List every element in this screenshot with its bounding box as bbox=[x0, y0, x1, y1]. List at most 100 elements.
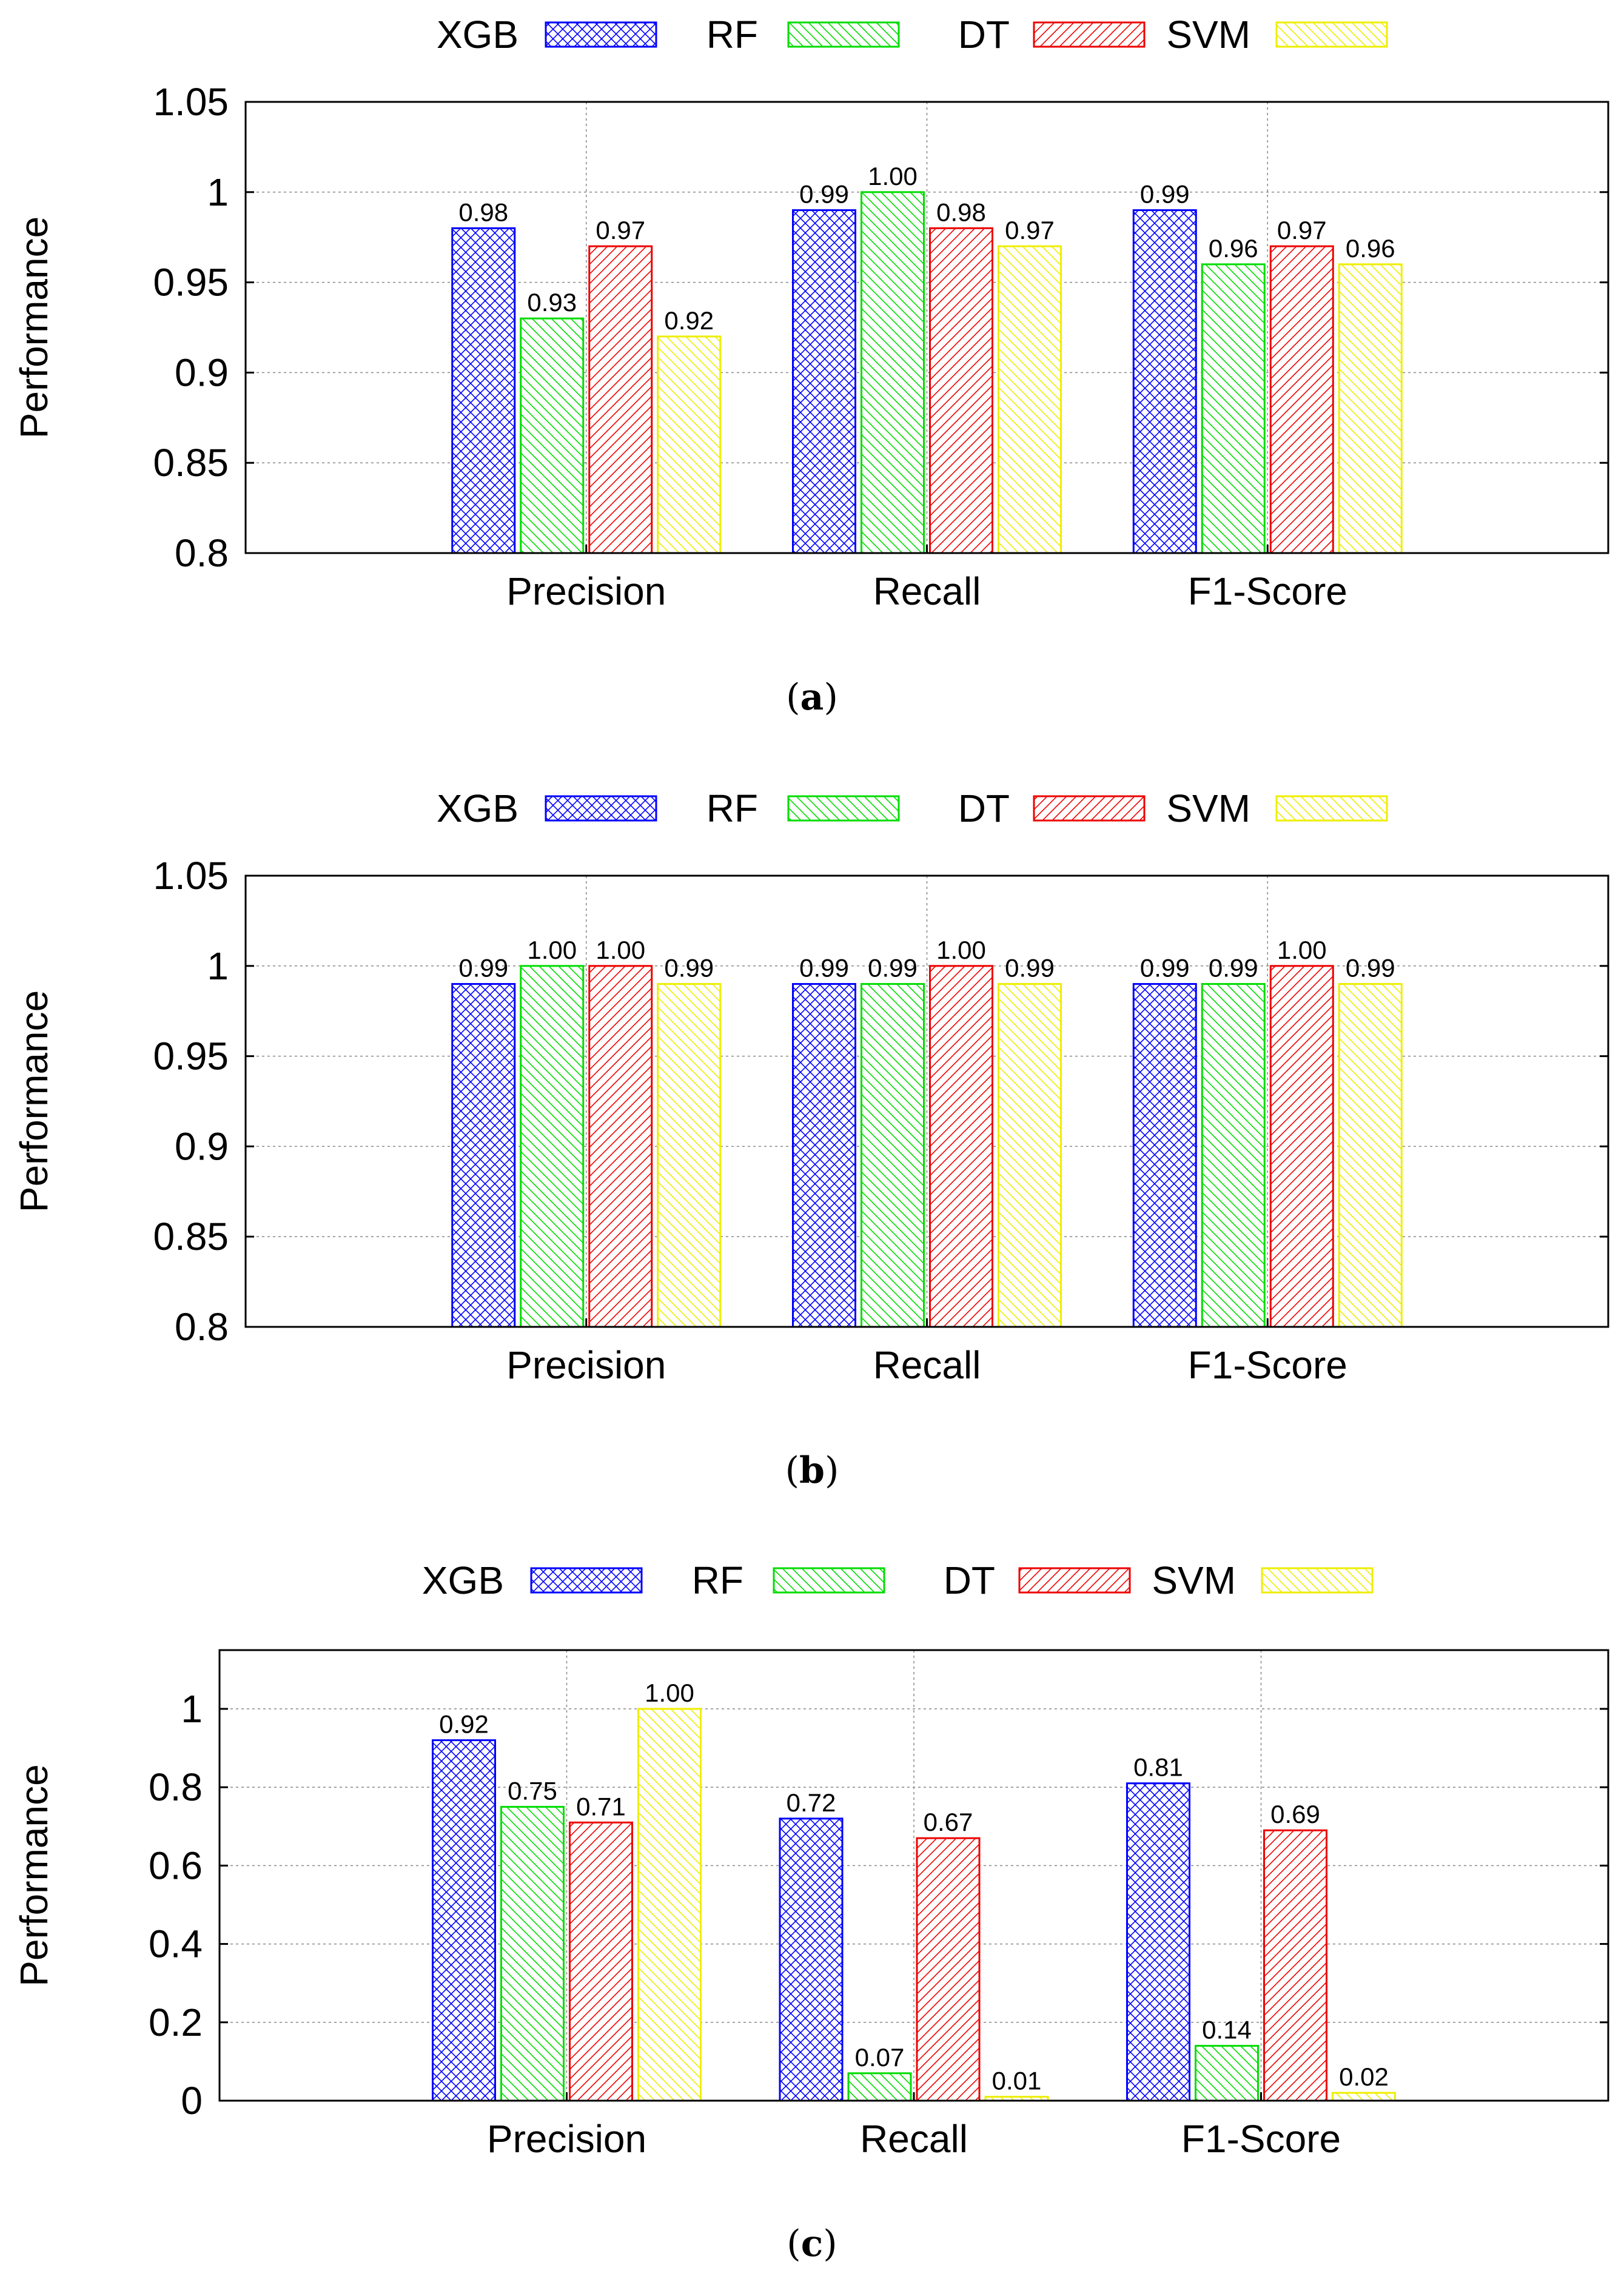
chart-panel-a: 0.98 0.99 0.99 0.93 1.00 0.96 0.97 0.98 0.97 0.92… bbox=[12, 13, 1609, 719]
bar-xgb-f1-score bbox=[1126, 1782, 1190, 2102]
y-tick-label: 0.85 bbox=[153, 441, 229, 485]
bar-xgb-f1-score bbox=[1132, 983, 1197, 1328]
panel-caption: (b) bbox=[785, 1449, 839, 1492]
data-label-dt: 0.97 bbox=[596, 216, 645, 244]
bar-svm-precision bbox=[657, 983, 722, 1328]
data-label-svm: 0.92 bbox=[664, 306, 714, 335]
bar-xgb-precision bbox=[451, 227, 516, 554]
legend-label-dt: DT bbox=[958, 787, 1010, 830]
caption-paren-close: ) bbox=[825, 1449, 839, 1492]
legend-label-rf: RF bbox=[706, 787, 758, 830]
bar-dt-f1-score bbox=[1269, 965, 1334, 1328]
chart-panel-b: 0.99 0.99 0.99 1.00 0.99 0.99 1.00 1.00 1.00 0.99… bbox=[12, 787, 1609, 1492]
legend-swatch-xgb bbox=[545, 795, 657, 822]
data-label-rf: 0.93 bbox=[527, 288, 577, 317]
caption-letter: b bbox=[799, 1449, 825, 1492]
data-label-xgb: 0.98 bbox=[458, 198, 508, 226]
y-tick-label: 0.85 bbox=[153, 1215, 229, 1258]
bar-xgb-precision bbox=[432, 1739, 496, 2102]
panel-caption: (c) bbox=[787, 2223, 837, 2265]
legend-label-dt: DT bbox=[958, 13, 1010, 56]
legend-label-xgb: XGB bbox=[422, 1559, 504, 1602]
bar-dt-recall bbox=[916, 1837, 981, 2102]
data-label-svm: 0.97 bbox=[1005, 216, 1055, 244]
y-tick-label: 0.8 bbox=[175, 1305, 229, 1349]
data-label-dt: 1.00 bbox=[936, 936, 986, 964]
bar-svm-f1-score bbox=[1338, 263, 1403, 554]
data-label-xgb: 0.99 bbox=[799, 180, 849, 209]
bar-svm-recall bbox=[998, 245, 1062, 554]
data-label-dt: 1.00 bbox=[596, 936, 645, 964]
legend-swatch-dt bbox=[1033, 21, 1146, 48]
x-tick-label-recall: Recall bbox=[873, 569, 981, 613]
data-label-xgb: 0.99 bbox=[799, 954, 849, 982]
y-tick-label: 0 bbox=[181, 2079, 203, 2123]
legend-label-dt: DT bbox=[944, 1559, 995, 1602]
legend-label-rf: RF bbox=[706, 13, 758, 56]
panel-caption: (a) bbox=[786, 676, 838, 719]
x-tick-label-f1-score: F1-Score bbox=[1181, 2117, 1341, 2161]
x-tick-label-precision: Precision bbox=[506, 569, 666, 613]
legend-swatch-rf bbox=[787, 795, 900, 822]
data-label-xgb: 0.99 bbox=[458, 954, 508, 982]
data-label-rf: 0.75 bbox=[508, 1776, 557, 1805]
caption-paren-open: ( bbox=[787, 2223, 800, 2265]
x-tick-label-precision: Precision bbox=[506, 1343, 666, 1387]
bar-rf-f1-score bbox=[1195, 2045, 1259, 2102]
legend-swatch-rf bbox=[773, 1567, 885, 1594]
bar-svm-f1-score bbox=[1338, 983, 1403, 1328]
legend-label-xgb: XGB bbox=[437, 13, 518, 56]
legend-swatch-dt bbox=[1033, 795, 1146, 822]
bar-xgb-precision bbox=[451, 983, 516, 1328]
bar-rf-recall bbox=[847, 2072, 912, 2102]
data-label-svm: 0.99 bbox=[1346, 954, 1395, 982]
bar-rf-precision bbox=[500, 1805, 565, 2102]
bar-dt-recall bbox=[929, 965, 993, 1328]
y-tick-label: 1.05 bbox=[153, 80, 229, 124]
y-tick-label: 0.95 bbox=[153, 1035, 229, 1078]
bar-svm-precision bbox=[657, 335, 722, 554]
bar-xgb-recall bbox=[792, 983, 856, 1328]
x-tick-label-f1-score: F1-Score bbox=[1188, 1343, 1347, 1387]
y-tick-label: 0.95 bbox=[153, 261, 229, 304]
data-label-rf: 0.99 bbox=[868, 954, 918, 982]
y-tick-label: 1.05 bbox=[153, 854, 229, 898]
y-axis-label: Performance bbox=[12, 1764, 56, 1986]
data-label-svm: 0.99 bbox=[1005, 954, 1055, 982]
bar-rf-f1-score bbox=[1201, 263, 1266, 554]
legend-label-rf: RF bbox=[692, 1559, 743, 1602]
bar-xgb-f1-score bbox=[1132, 209, 1197, 554]
data-label-xgb: 0.81 bbox=[1133, 1753, 1183, 1782]
data-label-dt: 1.00 bbox=[1277, 936, 1327, 964]
bar-dt-f1-score bbox=[1269, 245, 1334, 554]
y-tick-label: 0.8 bbox=[149, 1765, 203, 1809]
legend-label-svm: SVM bbox=[1166, 787, 1250, 830]
legend-swatch-svm bbox=[1275, 21, 1388, 48]
legend: XGB RF DT SVM bbox=[437, 13, 1388, 56]
data-label-xgb: 0.99 bbox=[1140, 180, 1190, 209]
data-label-dt: 0.97 bbox=[1277, 216, 1327, 244]
y-tick-label: 0.4 bbox=[149, 1922, 203, 1966]
bar-dt-f1-score bbox=[1263, 1829, 1327, 2102]
bar-dt-recall bbox=[929, 227, 993, 554]
bar-dt-precision bbox=[588, 965, 653, 1328]
data-label-xgb: 0.99 bbox=[1140, 954, 1190, 982]
legend-swatch-rf bbox=[787, 21, 900, 48]
bar-dt-precision bbox=[588, 245, 653, 554]
caption-letter: c bbox=[801, 2223, 824, 2265]
data-label-xgb: 0.72 bbox=[787, 1788, 836, 1817]
x-tick-label-f1-score: F1-Score bbox=[1188, 569, 1347, 613]
y-tick-label: 0.8 bbox=[175, 531, 229, 575]
bar-rf-recall bbox=[861, 983, 925, 1328]
caption-paren-close: ) bbox=[823, 2223, 837, 2265]
y-tick-label: 1 bbox=[207, 170, 229, 214]
data-label-rf: 0.14 bbox=[1202, 2016, 1252, 2044]
bar-xgb-recall bbox=[792, 209, 856, 554]
caption-letter: a bbox=[800, 676, 824, 719]
caption-paren-open: ( bbox=[786, 676, 800, 719]
data-label-dt: 0.98 bbox=[936, 198, 986, 226]
data-label-dt: 0.67 bbox=[924, 1808, 973, 1836]
bar-svm-precision bbox=[637, 1708, 702, 2102]
